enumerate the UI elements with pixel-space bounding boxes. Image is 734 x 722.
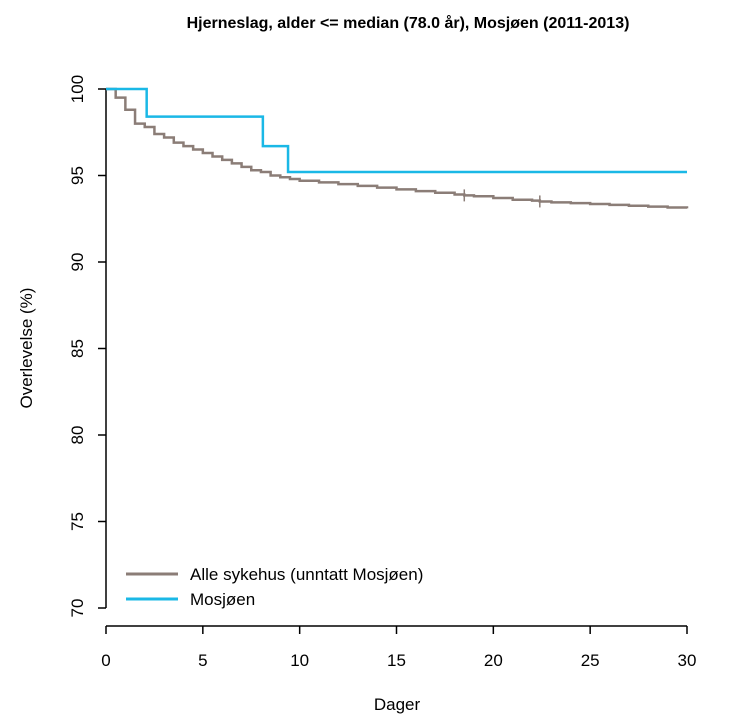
legend-label-all-hospitals: Alle sykehus (unntatt Mosjøen) [190, 565, 423, 584]
x-tick-label: 25 [581, 651, 600, 670]
y-tick-label: 100 [68, 75, 87, 103]
y-axis: 70 75 80 85 90 95 100 [68, 75, 107, 618]
plot-area [106, 87, 689, 209]
y-tick-label: 85 [68, 339, 87, 358]
legend: Alle sykehus (unntatt Mosjøen) Mosjøen [126, 565, 423, 609]
x-axis: 0 5 10 15 20 25 30 [101, 625, 697, 670]
series-line-0 [106, 87, 689, 209]
y-tick-label: 80 [68, 426, 87, 445]
x-tick-label: 5 [198, 651, 207, 670]
chart-title: Hjerneslag, alder <= median (78.0 år), M… [187, 14, 630, 32]
x-tick-label: 20 [484, 651, 503, 670]
y-axis-label: Overlevelse (%) [17, 288, 36, 409]
legend-label-mosjoen: Mosjøen [190, 590, 255, 609]
x-tick-label: 15 [387, 651, 406, 670]
y-tick-label: 90 [68, 253, 87, 272]
x-tick-label: 30 [678, 651, 697, 670]
y-tick-label: 75 [68, 512, 87, 531]
x-axis-label: Dager [374, 695, 421, 714]
x-tick-label: 10 [290, 651, 309, 670]
series-line-1 [106, 87, 687, 174]
y-tick-label: 95 [68, 166, 87, 185]
x-tick-label: 0 [101, 651, 110, 670]
y-tick-label: 70 [68, 599, 87, 618]
